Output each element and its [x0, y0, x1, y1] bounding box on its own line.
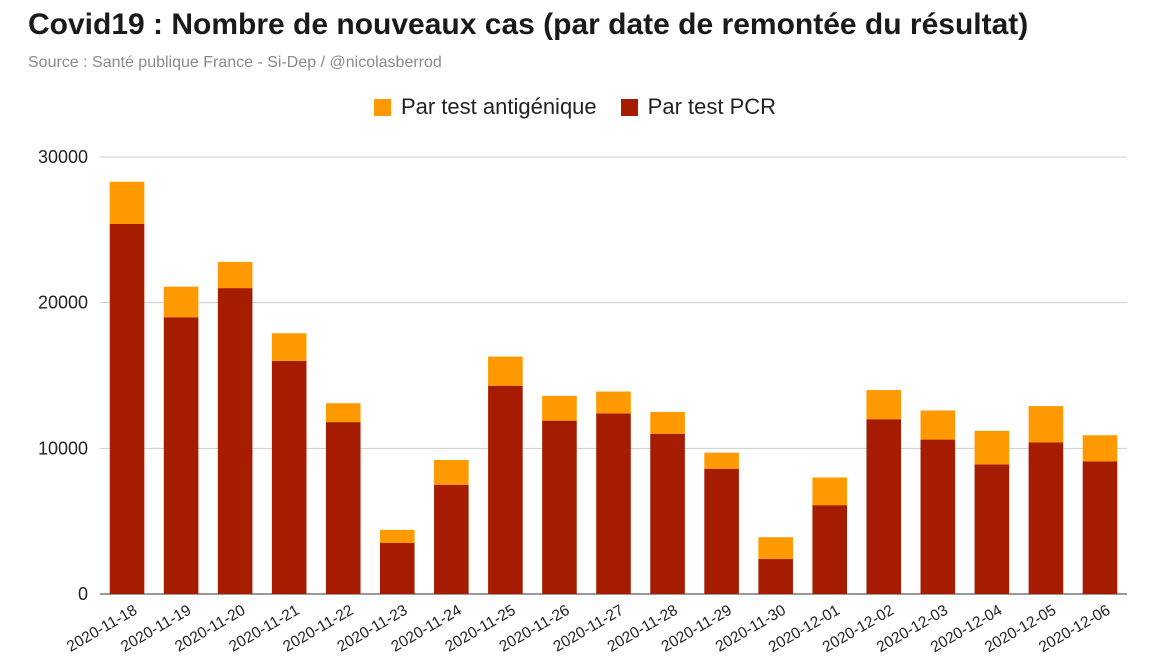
chart-subtitle: Source : Santé publique France - Si-Dep …	[28, 54, 442, 71]
bars	[109, 181, 1118, 595]
y-tick-label: 20000	[38, 293, 88, 313]
bar-antigenique	[812, 477, 848, 506]
legend-swatch-antigenique	[373, 98, 391, 116]
bar-antigenique	[704, 452, 739, 469]
y-tick-label: 10000	[38, 438, 88, 458]
legend-item-pcr: Par test PCR	[620, 94, 777, 120]
bar-antigenique	[163, 286, 199, 318]
bar-antigenique	[542, 395, 577, 421]
bar-antigenique	[379, 529, 415, 544]
legend-label-pcr: Par test PCR	[647, 94, 777, 119]
bar-antigenique	[596, 391, 631, 414]
y-axis-ticks: 0 10000 20000 30000	[38, 147, 88, 604]
bar-antigenique	[325, 403, 361, 423]
bar-antigenique	[650, 411, 685, 434]
bar-pcr	[650, 433, 685, 594]
bar-pcr	[1082, 461, 1118, 594]
bar-pcr	[704, 468, 739, 594]
bar-pcr	[1028, 442, 1064, 594]
bar-pcr	[974, 464, 1010, 594]
bar-pcr	[271, 360, 307, 594]
bar-pcr	[379, 543, 415, 594]
bar-pcr	[488, 385, 523, 594]
bar-antigenique	[271, 333, 307, 361]
bar-pcr	[596, 413, 631, 594]
bar-pcr	[434, 484, 469, 594]
y-tick-label: 0	[78, 584, 88, 604]
bar-antigenique	[920, 410, 956, 440]
bar-antigenique	[217, 261, 253, 289]
bar-pcr	[325, 422, 361, 594]
chart-legend: Par test antigénique Par test PCR	[0, 94, 1150, 120]
bar-pcr	[217, 288, 253, 594]
bar-pcr	[812, 505, 848, 594]
y-tick-label: 30000	[38, 147, 88, 167]
bar-antigenique	[1082, 435, 1118, 462]
bar-antigenique	[758, 537, 793, 560]
bar-antigenique	[1028, 406, 1064, 443]
bar-antigenique	[866, 390, 902, 420]
legend-item-antigenique: Par test antigénique	[373, 94, 597, 120]
bar-pcr	[163, 317, 199, 594]
chart-title: Covid19 : Nombre de nouveaux cas (par da…	[28, 8, 1029, 41]
legend-swatch-pcr	[620, 98, 638, 116]
bar-pcr	[920, 439, 956, 594]
bar-antigenique	[488, 356, 523, 386]
bar-antigenique	[109, 181, 145, 225]
bar-pcr	[109, 224, 145, 595]
legend-label-antigenique: Par test antigénique	[400, 94, 597, 119]
x-axis-ticks: 2020-11-182020-11-192020-11-202020-11-21…	[64, 602, 1113, 657]
bar-antigenique	[434, 459, 469, 485]
bar-pcr	[542, 420, 577, 594]
bar-antigenique	[974, 430, 1010, 465]
bar-pcr	[866, 419, 902, 594]
bar-pcr	[758, 559, 793, 594]
